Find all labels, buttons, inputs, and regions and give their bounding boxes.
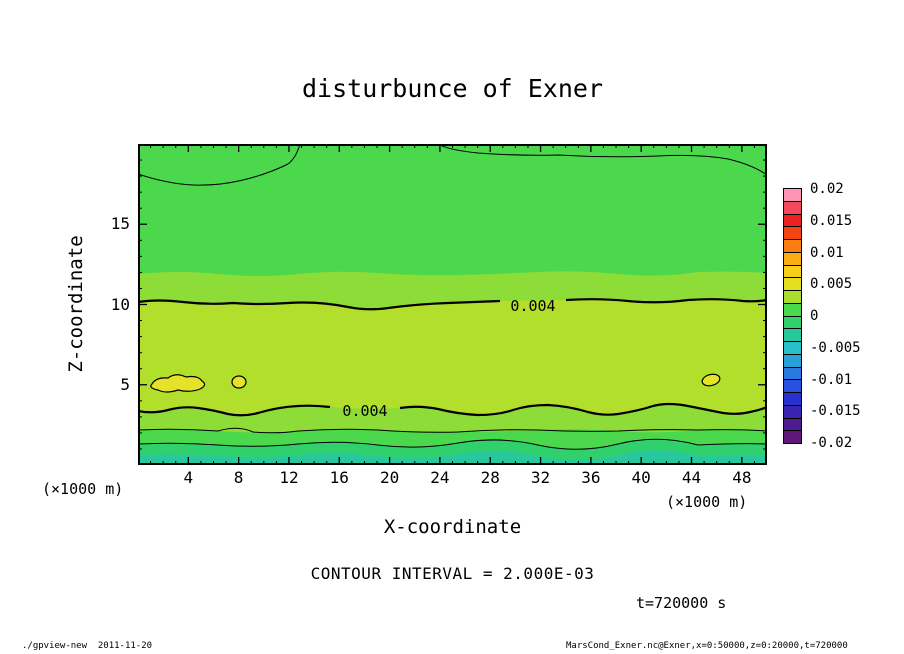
colorbar-segment [784, 418, 801, 432]
contour-top-left [138, 144, 301, 186]
x-tick-label: 8 [233, 468, 244, 487]
colorbar-segment [784, 431, 801, 443]
x-tick-label: 28 [480, 468, 500, 487]
colorbar-tick-label: 0.02 [810, 181, 844, 197]
colorbar [783, 188, 802, 444]
colorbar-tick-label: 0.01 [810, 244, 844, 261]
contour-top-right [437, 144, 767, 176]
contour-0004-lower-right [399, 402, 767, 417]
contour-0004-upper-right [565, 298, 767, 304]
contour-0004-upper [138, 299, 501, 311]
maximum-blob-left [150, 374, 206, 393]
colorbar-segment [784, 380, 801, 393]
x-tick-label: 36 [581, 468, 601, 487]
contour-label-upper: 0.004 [510, 297, 555, 315]
band-green-low [138, 429, 767, 447]
colorbar-tick-label: -0.015 [810, 403, 861, 420]
colorbar-segment [784, 265, 801, 279]
x-axis-unit: (×1000 m) [666, 493, 748, 511]
x-tick-label: 24 [430, 468, 450, 487]
contour-0004-lower-left [138, 404, 331, 417]
contour-label-lower: 0.004 [342, 402, 387, 420]
band-bottom-teal [138, 450, 767, 465]
x-axis-label: X-coordinate [383, 516, 522, 538]
colorbar-segment [784, 291, 801, 304]
colorbar-tick-label: 0.015 [810, 212, 853, 229]
colorbar-segment [784, 240, 801, 253]
contour-interval-note: CONTOUR INTERVAL = 2.000E-03 [310, 564, 595, 583]
colorbar-segment [784, 252, 801, 266]
colorbar-segment [784, 303, 801, 317]
z-tick-label: 10 [110, 294, 130, 314]
colorbar-segment [784, 316, 801, 330]
band-light-green-lower [138, 404, 767, 433]
footer-program-stamp: ./gpview-new 2011-11-20 [22, 641, 153, 651]
z-tick-label: 15 [110, 214, 130, 234]
colorbar-segment [784, 214, 801, 228]
contour-0002-lower [138, 427, 767, 434]
colorbar-segment [784, 227, 801, 240]
colorbar-segment [784, 342, 801, 355]
colorbar-tick-label: -0.005 [810, 339, 861, 356]
x-tick-label: 16 [329, 468, 349, 487]
colorbar-segment [784, 201, 801, 215]
x-tick-label: 20 [379, 468, 400, 487]
contour-zero-lower [138, 438, 767, 450]
x-tick-label: 48 [732, 468, 752, 487]
colorbar-tick-label: 0 [810, 308, 819, 324]
z-axis-unit: (×1000 m) [42, 480, 124, 498]
z-tick-label: 5 [120, 374, 130, 394]
maximum-blob-mid [231, 375, 247, 389]
x-tick-label: 32 [530, 468, 551, 487]
y-axis-label: Z-coordinate [65, 235, 87, 373]
colorbar-segment [784, 405, 801, 419]
x-tick-label: 40 [631, 468, 651, 487]
chart-title: disturbunce of Exner [301, 74, 604, 103]
colorbar-tick-label: 0.005 [810, 276, 853, 293]
footer-file-stamp: MarsCond_Exner.nc@Exner,x=0:50000,z=0:20… [566, 641, 848, 651]
colorbar-segment [784, 354, 801, 368]
colorbar-segment [784, 393, 801, 406]
plot-frame [138, 144, 767, 465]
x-tick-label: 12 [279, 468, 299, 487]
x-tick-label: 44 [681, 468, 702, 487]
contour-plot: 0.004 0.004 [138, 144, 767, 465]
colorbar-segment [784, 329, 801, 342]
colorbar-segment [784, 278, 801, 291]
colorbar-segment [784, 189, 801, 202]
x-tick-label: 4 [183, 468, 194, 487]
maximum-blob-right [701, 373, 721, 387]
colorbar-tick-label: -0.01 [810, 371, 853, 388]
colorbar-segment [784, 367, 801, 381]
band-yellow-green [138, 299, 767, 422]
colorbar-tick-label: -0.02 [810, 435, 853, 451]
time-annotation: t=720000 s [636, 594, 727, 612]
